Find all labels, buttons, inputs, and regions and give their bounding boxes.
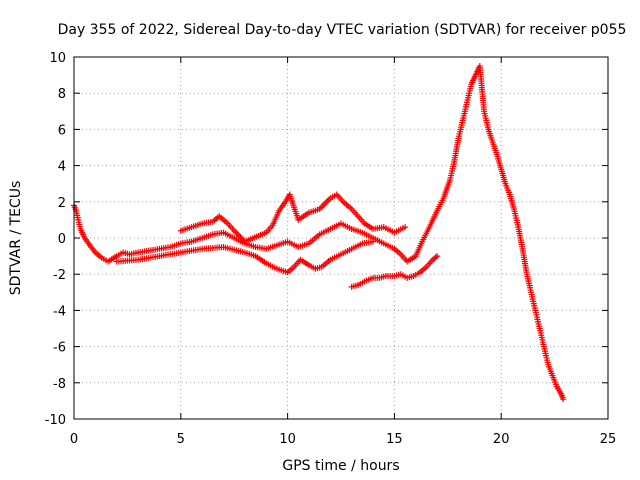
grid-lines bbox=[74, 57, 608, 419]
y-tick-label: -4 bbox=[53, 304, 66, 319]
x-tick-label: 0 bbox=[70, 432, 78, 447]
data-series bbox=[71, 63, 567, 403]
y-tick-label: -10 bbox=[45, 413, 66, 428]
axis-ticks bbox=[73, 56, 609, 420]
y-tick-label: 8 bbox=[58, 87, 66, 102]
plot-frame bbox=[73, 56, 609, 420]
y-tick-label: 4 bbox=[58, 160, 66, 175]
y-tick-label: 10 bbox=[49, 51, 66, 66]
y-tick-label: 6 bbox=[58, 123, 66, 138]
data-points bbox=[71, 63, 567, 403]
y-tick-label: 2 bbox=[58, 196, 66, 211]
y-tick-labels: -10 -8 -6 -4 -2 0 2 4 6 8 10 bbox=[45, 51, 66, 428]
y-axis-label: SDTVAR / TECUs bbox=[8, 181, 24, 296]
y-tick-label: -6 bbox=[53, 341, 66, 356]
y-tick-label: -8 bbox=[53, 377, 66, 392]
data-series bbox=[177, 191, 409, 245]
data-series bbox=[348, 253, 441, 290]
data-series bbox=[113, 238, 377, 276]
data-point bbox=[370, 238, 377, 245]
chart-title: Day 355 of 2022, Sidereal Day-to-day VTE… bbox=[58, 22, 627, 38]
y-tick-label: -2 bbox=[53, 268, 66, 283]
x-tick-labels: 0 5 10 15 20 25 bbox=[70, 432, 616, 447]
data-point bbox=[402, 224, 409, 231]
x-axis-label: GPS time / hours bbox=[282, 458, 399, 474]
x-tick-label: 10 bbox=[279, 432, 296, 447]
data-point bbox=[560, 396, 567, 403]
x-tick-label: 20 bbox=[493, 432, 510, 447]
data-point bbox=[434, 253, 441, 260]
y-tick-label: 0 bbox=[58, 232, 66, 247]
x-tick-label: 25 bbox=[600, 432, 617, 447]
x-tick-label: 15 bbox=[386, 432, 403, 447]
x-tick-label: 5 bbox=[177, 432, 185, 447]
